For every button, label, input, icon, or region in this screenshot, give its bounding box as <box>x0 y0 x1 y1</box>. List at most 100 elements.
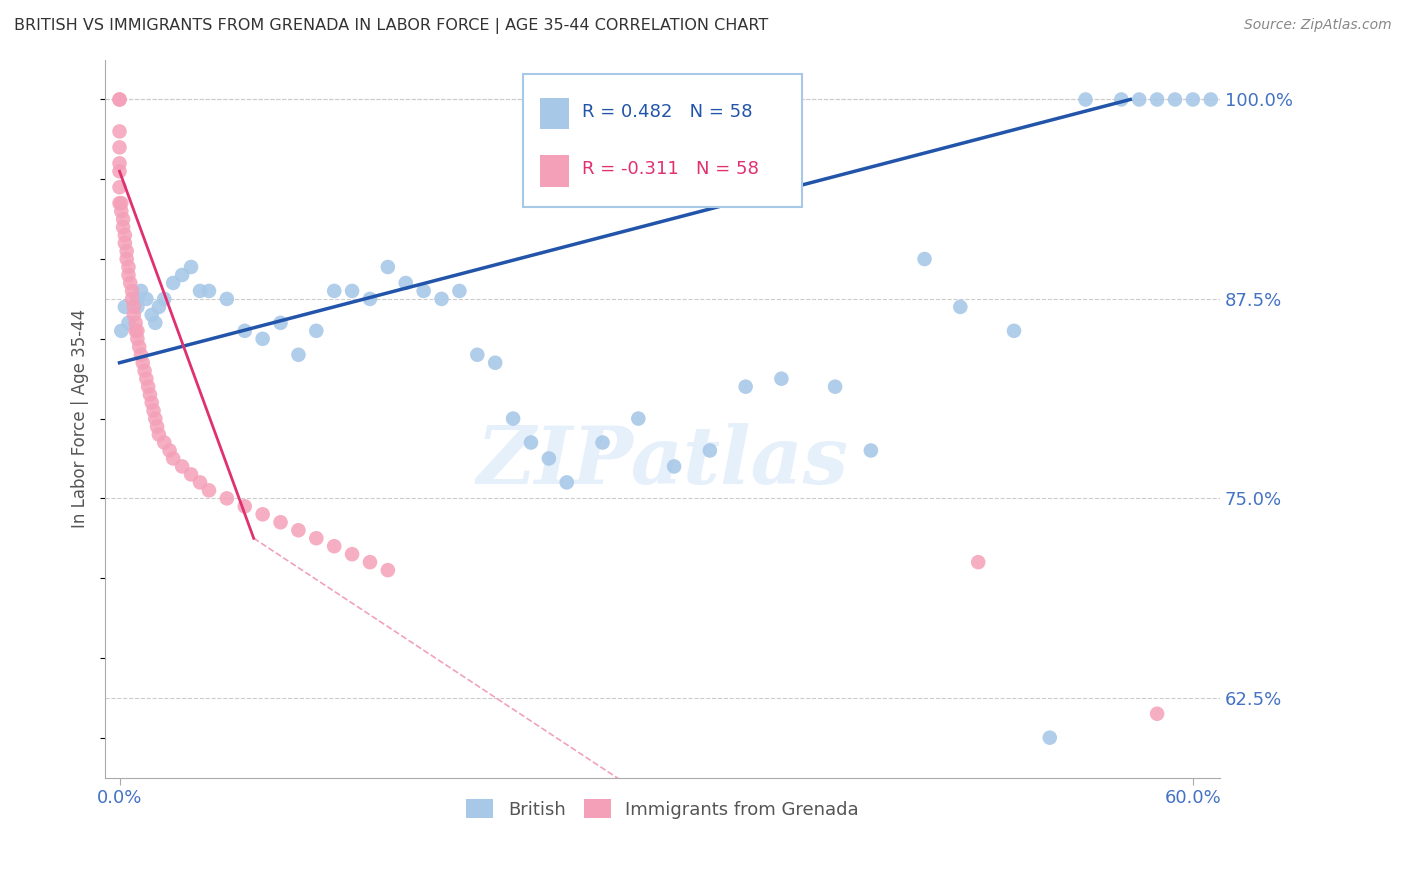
Point <box>1128 93 1150 107</box>
Legend: British, Immigrants from Grenada: British, Immigrants from Grenada <box>458 792 866 826</box>
Point <box>127 332 149 346</box>
Point <box>465 348 488 362</box>
Point <box>141 395 163 409</box>
Point <box>162 276 184 290</box>
Point <box>112 220 135 235</box>
Point <box>967 555 990 569</box>
Point <box>377 563 399 577</box>
Point <box>115 252 138 266</box>
Point <box>108 180 131 194</box>
Text: BRITISH VS IMMIGRANTS FROM GRENADA IN LABOR FORCE | AGE 35-44 CORRELATION CHART: BRITISH VS IMMIGRANTS FROM GRENADA IN LA… <box>14 18 768 34</box>
Point <box>139 387 162 401</box>
Point <box>124 316 146 330</box>
Point <box>127 300 149 314</box>
Point <box>180 260 202 274</box>
Point <box>662 459 685 474</box>
Point <box>143 316 166 330</box>
Point <box>115 244 138 258</box>
Point <box>129 284 152 298</box>
Point <box>287 348 309 362</box>
Text: R = 0.482   N = 58: R = 0.482 N = 58 <box>582 103 752 121</box>
Point <box>188 284 211 298</box>
Point <box>129 348 152 362</box>
Point <box>627 411 650 425</box>
Y-axis label: In Labor Force | Age 35-44: In Labor Force | Age 35-44 <box>72 309 89 528</box>
Point <box>502 411 524 425</box>
Point <box>520 435 543 450</box>
Point <box>153 292 176 306</box>
Point <box>233 500 256 514</box>
Point <box>110 324 132 338</box>
Point <box>555 475 578 490</box>
Point <box>198 284 221 298</box>
Point <box>114 236 136 251</box>
Point <box>143 411 166 425</box>
Point <box>1181 93 1204 107</box>
Point <box>359 292 381 306</box>
Point <box>141 308 163 322</box>
Point <box>770 372 793 386</box>
Point <box>121 292 143 306</box>
Point <box>824 379 846 393</box>
Point <box>1164 93 1187 107</box>
Point <box>484 356 506 370</box>
Point <box>359 555 381 569</box>
Point <box>198 483 221 498</box>
Point <box>592 435 614 450</box>
Point <box>412 284 434 298</box>
Point <box>233 324 256 338</box>
Point <box>117 260 139 274</box>
Text: R = -0.311   N = 58: R = -0.311 N = 58 <box>582 161 759 178</box>
Point <box>699 443 721 458</box>
Point <box>108 196 131 211</box>
Point <box>449 284 471 298</box>
Point <box>1199 93 1222 107</box>
Point <box>430 292 453 306</box>
Point <box>1111 93 1133 107</box>
Point <box>180 467 202 482</box>
Point <box>153 435 176 450</box>
Point <box>340 284 363 298</box>
Point <box>1039 731 1062 745</box>
Point <box>134 364 156 378</box>
Point <box>537 451 560 466</box>
Point <box>117 268 139 282</box>
Point <box>949 300 972 314</box>
Point <box>172 268 194 282</box>
Point <box>148 300 170 314</box>
Point <box>108 93 131 107</box>
Point <box>117 316 139 330</box>
Point <box>146 419 169 434</box>
Point <box>162 451 184 466</box>
Point <box>132 356 155 370</box>
Point <box>120 276 142 290</box>
Point <box>377 260 399 274</box>
Point <box>734 379 756 393</box>
Point <box>142 403 165 417</box>
Point <box>110 196 132 211</box>
Point <box>1002 324 1025 338</box>
Point <box>305 324 328 338</box>
Point <box>128 340 150 354</box>
Point <box>127 324 149 338</box>
Point <box>287 523 309 537</box>
Point <box>110 204 132 219</box>
Point <box>188 475 211 490</box>
Point <box>340 547 363 561</box>
Point <box>114 228 136 243</box>
Point <box>1253 93 1275 107</box>
Text: ZIPatlas: ZIPatlas <box>477 423 849 500</box>
FancyBboxPatch shape <box>540 155 569 186</box>
Point <box>108 93 131 107</box>
Point <box>114 300 136 314</box>
Point <box>124 324 146 338</box>
Point <box>159 443 181 458</box>
Point <box>215 491 238 506</box>
Point <box>323 539 346 553</box>
Point <box>136 379 159 393</box>
Point <box>148 427 170 442</box>
Point <box>108 140 131 154</box>
Point <box>112 212 135 227</box>
Point <box>1146 93 1168 107</box>
Point <box>108 164 131 178</box>
